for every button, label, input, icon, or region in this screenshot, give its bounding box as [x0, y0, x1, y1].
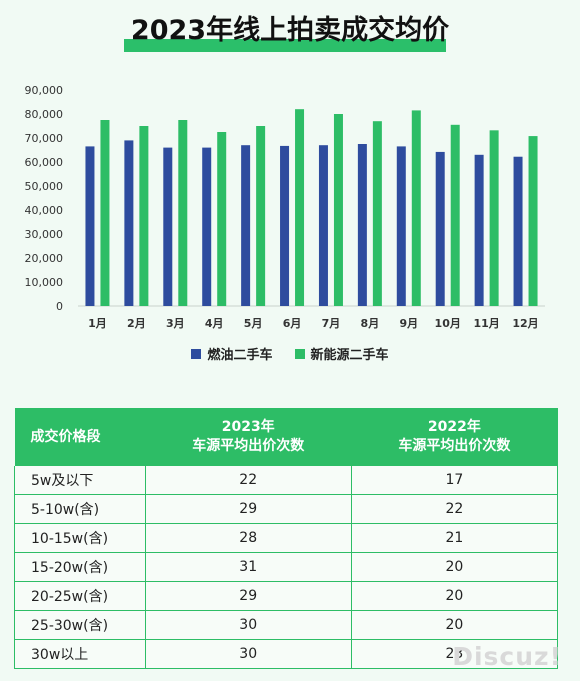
cell-2023: 29	[144, 581, 352, 611]
table-row: 30w以上 30 23	[14, 639, 559, 669]
y-tick-label: 80,000	[25, 108, 64, 121]
header-price-range: 成交价格段	[14, 408, 146, 466]
cell-2023: 29	[144, 494, 352, 524]
cell-2022: 20	[351, 581, 559, 611]
header-price-range-label: 成交价格段	[30, 428, 101, 445]
title-highlight	[124, 39, 446, 52]
cell-price-range: 30w以上	[14, 639, 146, 669]
x-tick-label: 5月	[244, 317, 263, 330]
y-tick-label: 60,000	[25, 156, 64, 169]
cell-2022: 22	[351, 494, 559, 524]
bar-fuel	[435, 151, 445, 306]
legend-label-ev: 新能源二手车	[310, 348, 389, 363]
bar-ev	[217, 132, 227, 306]
bar-ev	[528, 136, 538, 306]
legend-label-fuel: 燃油二手车	[207, 348, 273, 363]
table-row: 20-25w(含) 29 20	[14, 581, 559, 611]
bar-fuel	[85, 146, 95, 306]
bar-fuel	[357, 144, 367, 306]
x-tick-label: 3月	[166, 317, 185, 330]
y-tick-label: 40,000	[25, 204, 64, 217]
bar-fuel	[124, 140, 134, 306]
cell-2023: 30	[144, 610, 352, 640]
legend-swatch-ev	[294, 348, 305, 359]
cell-2022: 23	[351, 639, 559, 669]
legend-item-fuel: 燃油二手车	[191, 344, 273, 363]
bar-ev	[489, 130, 499, 306]
cell-2023: 28	[144, 523, 352, 553]
cell-2023: 31	[144, 552, 352, 582]
cell-2023: 22	[144, 466, 352, 495]
table-row: 15-20w(含) 31 20	[14, 552, 559, 582]
cell-price-range: 25-30w(含)	[14, 610, 146, 640]
y-tick-label: 90,000	[25, 84, 64, 97]
y-tick-label: 70,000	[25, 132, 64, 145]
y-tick-label: 30,000	[25, 228, 64, 241]
bar-ev	[450, 124, 460, 306]
cell-price-range: 5-10w(含)	[14, 494, 146, 524]
x-tick-label: 8月	[361, 317, 380, 330]
table-row: 10-15w(含) 28 21	[14, 523, 559, 553]
y-tick-label: 50,000	[25, 180, 64, 193]
header-2022: 2022年 车源平均出价次数	[351, 408, 558, 466]
x-tick-label: 10月	[435, 317, 461, 330]
y-tick-label: 20,000	[25, 252, 64, 265]
cell-2022: 17	[351, 466, 559, 495]
bar-fuel	[318, 145, 328, 306]
bar-fuel	[280, 145, 290, 306]
legend-swatch-fuel	[191, 348, 202, 359]
y-tick-label: 0	[56, 300, 63, 313]
legend: 燃油二手车 新能源二手车	[0, 344, 580, 363]
x-tick-label: 7月	[322, 317, 341, 330]
header-2023: 2023年 车源平均出价次数	[145, 408, 352, 466]
table-header-row: 成交价格段 2023年 车源平均出价次数 2022年 车源平均出价次数	[14, 408, 558, 466]
y-tick-label: 10,000	[25, 276, 64, 289]
header-2022-desc: 车源平均出价次数	[398, 438, 511, 454]
header-2023-year: 2023年	[221, 419, 275, 435]
watermark-logo: Discuz!	[452, 642, 562, 671]
x-tick-label: 12月	[512, 317, 538, 330]
x-tick-label: 4月	[205, 317, 224, 330]
cell-2022: 20	[351, 552, 559, 582]
x-tick-label: 1月	[88, 317, 107, 330]
x-tick-label: 2月	[127, 317, 146, 330]
bar-ev	[178, 120, 188, 306]
bar-fuel	[163, 147, 173, 306]
x-tick-label: 9月	[399, 317, 418, 330]
cell-2023: 30	[144, 639, 352, 669]
header-2022-year: 2022年	[427, 419, 481, 435]
legend-item-ev: 新能源二手车	[294, 344, 389, 363]
cell-2022: 20	[351, 610, 559, 640]
bar-ev	[100, 120, 110, 306]
bid-count-table: 成交价格段 2023年 车源平均出价次数 2022年 车源平均出价次数 5w及以…	[14, 408, 559, 669]
cell-price-range: 10-15w(含)	[14, 523, 146, 553]
bar-ev	[411, 110, 421, 307]
bar-fuel	[513, 156, 523, 306]
cell-price-range: 5w及以下	[14, 466, 146, 495]
bar-ev	[256, 126, 266, 306]
title-container: 2023年线上拍卖成交均价	[0, 8, 580, 52]
chart-title: 2023年线上拍卖成交均价	[130, 15, 450, 46]
cell-2022: 21	[351, 523, 559, 553]
bar-ev	[139, 126, 149, 306]
table-row: 5-10w(含) 29 22	[14, 494, 559, 524]
table-row: 5w及以下 22 17	[14, 466, 559, 495]
bar-fuel	[241, 145, 251, 306]
bar-ev	[333, 114, 343, 306]
table-row: 25-30w(含) 30 20	[14, 610, 559, 640]
bar-ev	[372, 121, 382, 306]
bar-fuel	[202, 147, 212, 306]
x-tick-label: 11月	[473, 317, 499, 330]
bar-fuel	[396, 146, 406, 306]
bar-chart: 0 10,000 20,000 30,000 40,000 50,000 60,000 70,…	[25, 84, 545, 330]
bar-fuel	[474, 154, 484, 306]
x-tick-label: 6月	[283, 317, 302, 330]
cell-price-range: 20-25w(含)	[14, 581, 146, 611]
header-2023-desc: 车源平均出价次数	[192, 438, 305, 454]
cell-price-range: 15-20w(含)	[14, 552, 146, 582]
bar-ev	[295, 109, 305, 306]
